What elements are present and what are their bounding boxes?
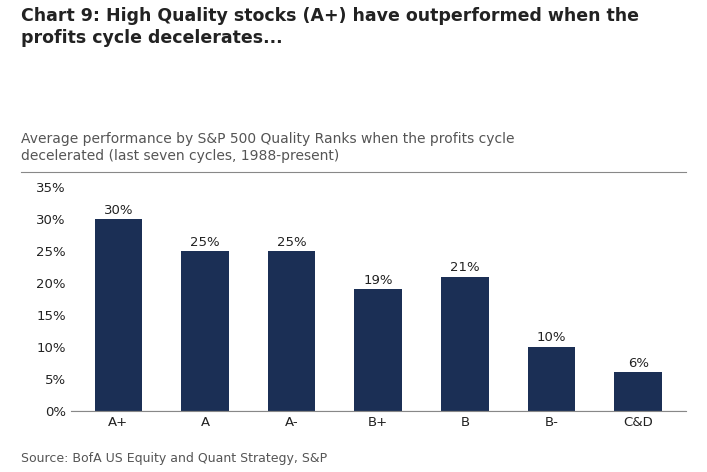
Bar xyxy=(268,251,315,411)
Text: 25%: 25% xyxy=(190,236,220,249)
Text: 10%: 10% xyxy=(537,331,566,344)
Bar xyxy=(527,347,575,411)
Bar xyxy=(441,277,489,411)
Text: 6%: 6% xyxy=(628,357,648,370)
Bar xyxy=(614,372,662,411)
Text: 30%: 30% xyxy=(104,204,133,217)
Bar xyxy=(181,251,229,411)
Text: 25%: 25% xyxy=(277,236,306,249)
Text: Chart 9: High Quality stocks (A+) have outperformed when the
profits cycle decel: Chart 9: High Quality stocks (A+) have o… xyxy=(21,7,639,47)
Text: Source: BofA US Equity and Quant Strategy, S&P: Source: BofA US Equity and Quant Strateg… xyxy=(21,452,327,465)
Text: 19%: 19% xyxy=(363,274,393,287)
Text: 21%: 21% xyxy=(450,261,479,274)
Bar xyxy=(354,289,402,411)
Bar xyxy=(95,219,142,411)
Text: Average performance by S&P 500 Quality Ranks when the profits cycle
decelerated : Average performance by S&P 500 Quality R… xyxy=(21,132,515,163)
